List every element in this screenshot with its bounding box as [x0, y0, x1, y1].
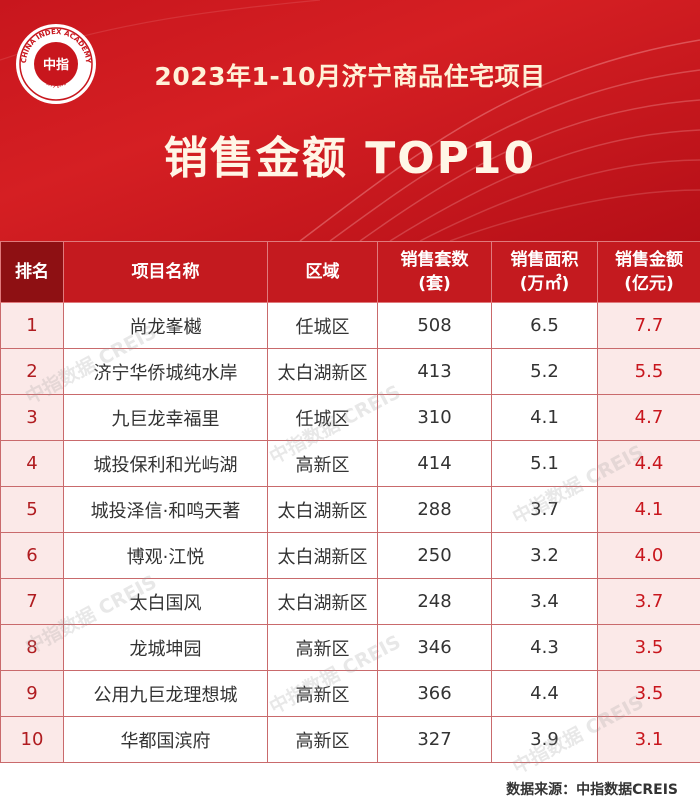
- cell-units: 346: [377, 624, 492, 671]
- header-rank: 排名: [0, 241, 64, 303]
- cell-amount: 3.1: [597, 716, 700, 763]
- table-row: 9 公用九巨龙理想城 高新区 366 4.4 3.5: [0, 670, 700, 717]
- decorative-waves: [0, 0, 700, 241]
- cell-rank: 1: [0, 302, 64, 349]
- table-row: 6 博观·江悦 太白湖新区 250 3.2 4.0: [0, 532, 700, 579]
- cell-area: 4.4: [491, 670, 598, 717]
- cell-project-name: 济宁华侨城纯水岸: [63, 348, 268, 395]
- cell-rank: 2: [0, 348, 64, 395]
- cell-project-name: 龙城坤园: [63, 624, 268, 671]
- page-title-line1: 2023年1-10月济宁商品住宅项目: [154, 62, 546, 91]
- cell-district: 高新区: [267, 440, 378, 487]
- page-title-line2: 销售金额 TOP10: [163, 133, 537, 184]
- header-units: 销售套数 (套): [377, 241, 492, 303]
- cell-amount: 4.7: [597, 394, 700, 441]
- table-row: 4 城投保利和光屿湖 高新区 414 5.1 4.4: [0, 440, 700, 487]
- cell-project-name: 尚龙峯樾: [63, 302, 268, 349]
- cell-amount: 7.7: [597, 302, 700, 349]
- cell-amount: 3.5: [597, 670, 700, 717]
- cell-project-name: 公用九巨龙理想城: [63, 670, 268, 717]
- cell-district: 任城区: [267, 302, 378, 349]
- cell-area: 3.9: [491, 716, 598, 763]
- china-index-academy-logo-icon: CHINA INDEX ACADEMY 中指 研究院: [16, 24, 96, 104]
- cell-district: 太白湖新区: [267, 532, 378, 579]
- cell-units: 413: [377, 348, 492, 395]
- cell-rank: 7: [0, 578, 64, 625]
- cell-amount: 3.5: [597, 624, 700, 671]
- cell-rank: 4: [0, 440, 64, 487]
- cell-project-name: 华都国滨府: [63, 716, 268, 763]
- header-area: 销售面积 (万㎡): [491, 241, 598, 303]
- cell-units: 414: [377, 440, 492, 487]
- cell-project-name: 太白国风: [63, 578, 268, 625]
- cell-amount: 3.7: [597, 578, 700, 625]
- header-district: 区域: [267, 241, 378, 303]
- cell-units: 310: [377, 394, 492, 441]
- cell-units: 327: [377, 716, 492, 763]
- cell-rank: 6: [0, 532, 64, 579]
- cell-rank: 9: [0, 670, 64, 717]
- header-amount: 销售金额 (亿元): [597, 241, 700, 303]
- table-row: 8 龙城坤园 高新区 346 4.3 3.5: [0, 624, 700, 671]
- cell-district: 任城区: [267, 394, 378, 441]
- table-row: 3 九巨龙幸福里 任城区 310 4.1 4.7: [0, 394, 700, 441]
- cell-area: 3.4: [491, 578, 598, 625]
- cell-rank: 3: [0, 394, 64, 441]
- header-area-line1: 销售面积: [510, 250, 579, 270]
- table-body: 1 尚龙峯樾 任城区 508 6.5 7.7 2 济宁华侨城纯水岸 太白湖新区 413 5.2 5.5…: [0, 302, 700, 763]
- cell-project-name: 九巨龙幸福里: [63, 394, 268, 441]
- header-units-line2: (套): [418, 274, 451, 294]
- header-project-name: 项目名称: [63, 241, 268, 303]
- cell-project-name: 城投保利和光屿湖: [63, 440, 268, 487]
- header-amount-line2: (亿元): [624, 274, 674, 294]
- cell-district: 太白湖新区: [267, 578, 378, 625]
- cell-area: 3.2: [491, 532, 598, 579]
- cell-district: 太白湖新区: [267, 486, 378, 533]
- header-amount-line1: 销售金额: [615, 250, 683, 270]
- table-row: 2 济宁华侨城纯水岸 太白湖新区 413 5.2 5.5: [0, 348, 700, 395]
- cell-rank: 8: [0, 624, 64, 671]
- cell-district: 太白湖新区: [267, 348, 378, 395]
- cell-rank: 10: [0, 716, 64, 763]
- header-area-line2: (万㎡): [519, 274, 570, 294]
- svg-text:中指: 中指: [43, 57, 69, 73]
- data-source-note: 数据来源：中指数据CREIS: [506, 782, 678, 798]
- cell-units: 250: [377, 532, 492, 579]
- cell-rank: 5: [0, 486, 64, 533]
- svg-text:研究院: 研究院: [45, 78, 67, 89]
- cell-area: 6.5: [491, 302, 598, 349]
- cell-project-name: 城投泽信·和鸣天著: [63, 486, 268, 533]
- cell-amount: 4.0: [597, 532, 700, 579]
- header-units-line1: 销售套数: [400, 250, 469, 270]
- sales-ranking-table: 排名 项目名称 区域 销售套数 (套) 销售面积 (万㎡) 销售金额 (亿元) 1 尚龙…: [0, 241, 700, 763]
- cell-area: 5.1: [491, 440, 598, 487]
- cell-area: 5.2: [491, 348, 598, 395]
- cell-units: 288: [377, 486, 492, 533]
- cell-area: 3.7: [491, 486, 598, 533]
- cell-units: 248: [377, 578, 492, 625]
- cell-area: 4.3: [491, 624, 598, 671]
- cell-district: 高新区: [267, 624, 378, 671]
- table-row: 10 华都国滨府 高新区 327 3.9 3.1: [0, 716, 700, 763]
- cell-units: 508: [377, 302, 492, 349]
- cell-amount: 4.4: [597, 440, 700, 487]
- cell-district: 高新区: [267, 670, 378, 717]
- table-header-row: 排名 项目名称 区域 销售套数 (套) 销售面积 (万㎡) 销售金额 (亿元): [0, 241, 700, 303]
- cell-district: 高新区: [267, 716, 378, 763]
- table-row: 5 城投泽信·和鸣天著 太白湖新区 288 3.7 4.1: [0, 486, 700, 533]
- table-row: 7 太白国风 太白湖新区 248 3.4 3.7: [0, 578, 700, 625]
- cell-units: 366: [377, 670, 492, 717]
- cell-amount: 4.1: [597, 486, 700, 533]
- title-banner: CHINA INDEX ACADEMY 中指 研究院 2023年1-10月济宁商…: [0, 0, 700, 241]
- cell-area: 4.1: [491, 394, 598, 441]
- cell-amount: 5.5: [597, 348, 700, 395]
- table-row: 1 尚龙峯樾 任城区 508 6.5 7.7: [0, 302, 700, 349]
- cell-project-name: 博观·江悦: [63, 532, 268, 579]
